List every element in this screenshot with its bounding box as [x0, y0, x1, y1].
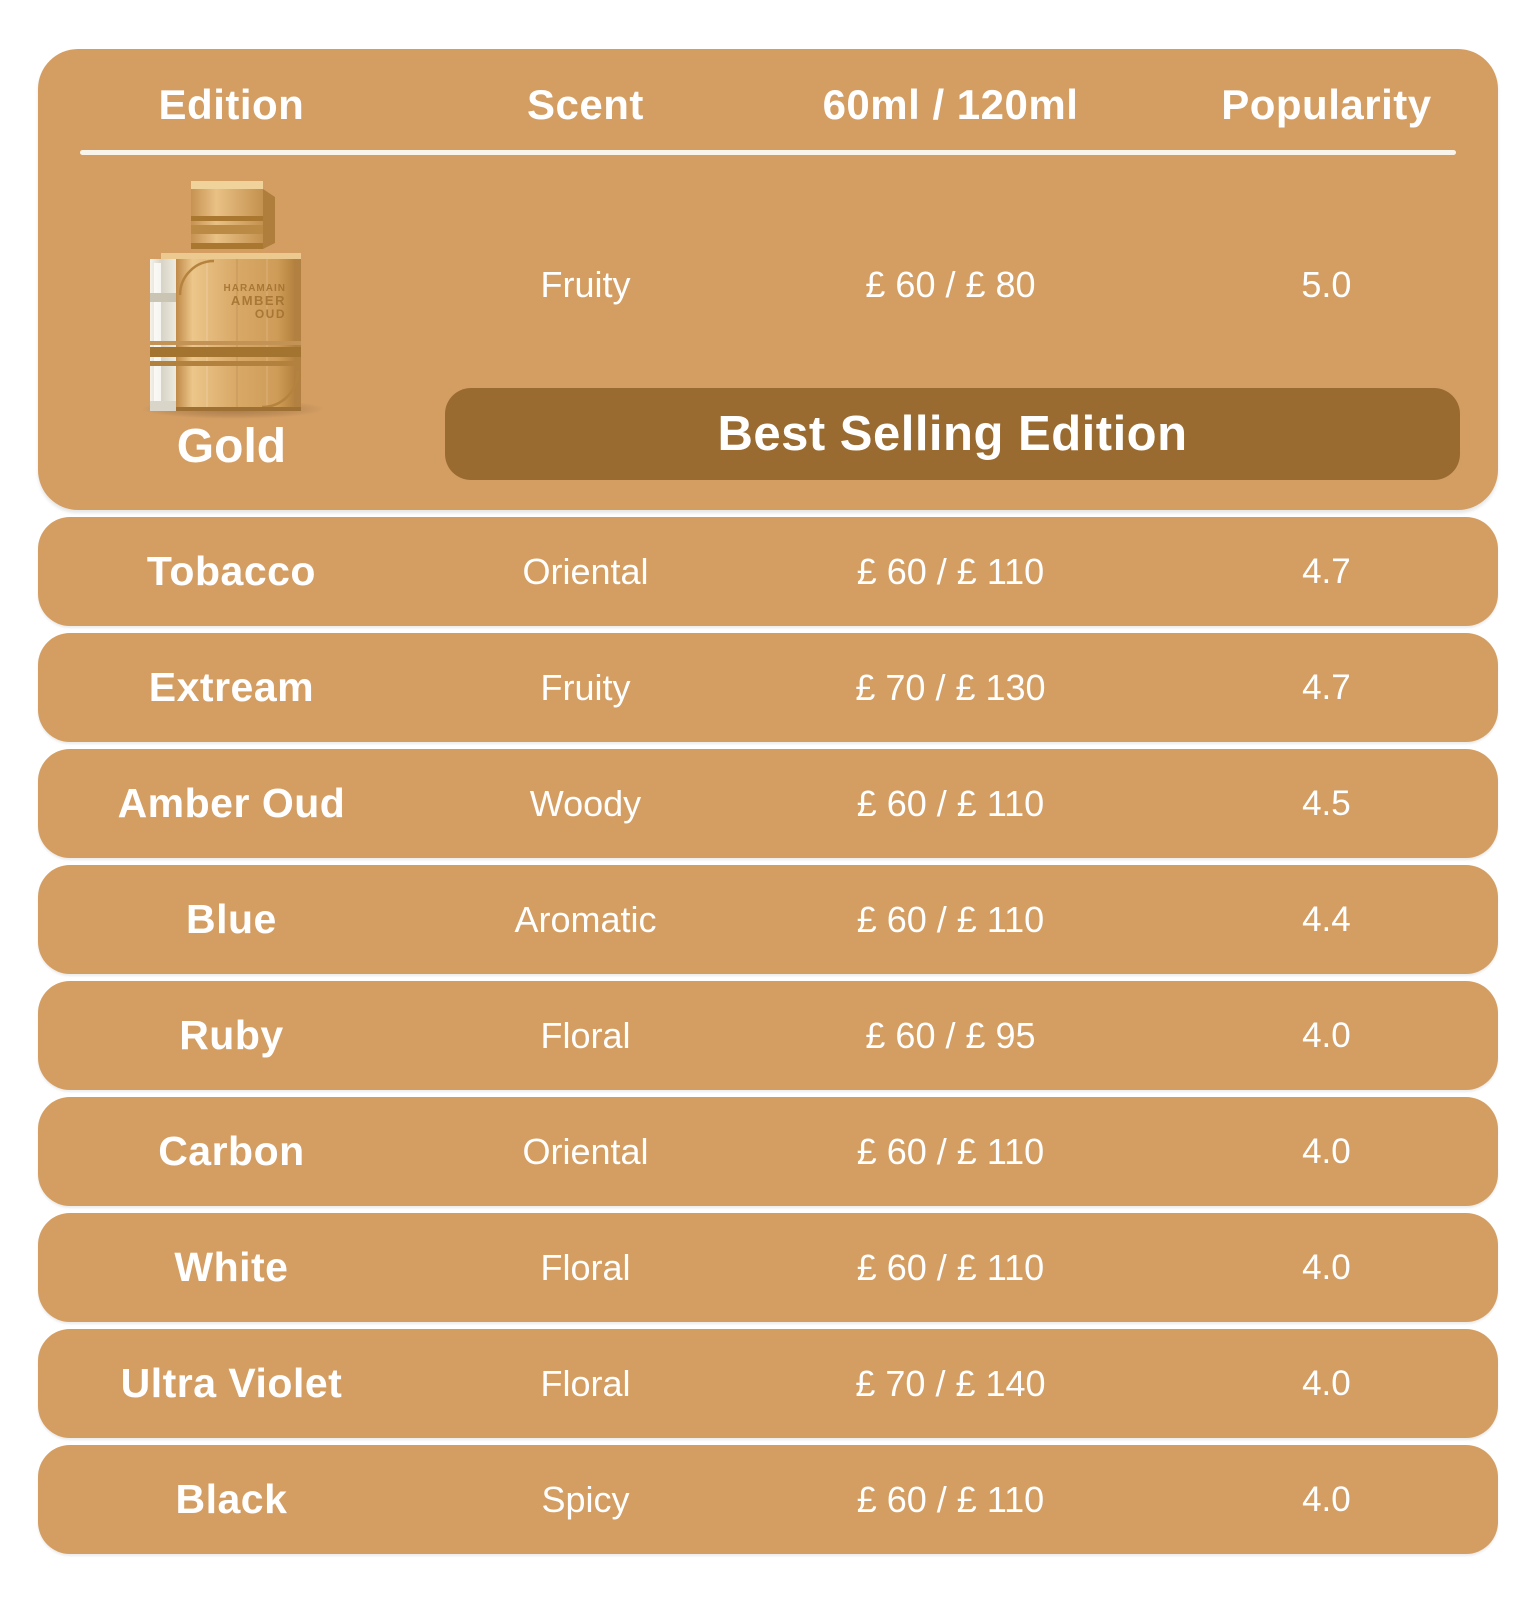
featured-values-row: Fruity £ 60 / £ 80 5.0 — [38, 253, 1498, 317]
bottle-cap — [191, 181, 276, 249]
svg-text:AMBER: AMBER — [231, 293, 286, 308]
edition-row-carbon: Carbon Oriental £ 60 / £ 110 4.0 — [38, 1097, 1498, 1206]
column-header-sizes: 60ml / 120ml — [822, 81, 1079, 128]
edition-row-ultra-violet: Ultra Violet Floral £ 70 / £ 140 4.0 — [38, 1329, 1498, 1438]
perfume-bottle-image: HARAMAIN AMBER OUD — [141, 181, 326, 419]
featured-scent: Fruity — [540, 264, 631, 305]
popularity-cell: 4.4 — [1302, 899, 1351, 939]
table-header-row: Edition Scent 60ml / 120ml Popularity — [38, 73, 1498, 137]
featured-edition-name: Gold — [176, 420, 287, 473]
best-selling-banner: Best Selling Edition — [445, 388, 1460, 480]
popularity-cell: 4.0 — [1302, 1247, 1351, 1287]
edition-row-blue: Blue Aromatic £ 60 / £ 110 4.4 — [38, 865, 1498, 974]
popularity-cell: 4.0 — [1302, 1131, 1351, 1171]
price-cell: £ 60 / £ 110 — [856, 782, 1045, 824]
scent-cell: Aromatic — [514, 898, 657, 940]
popularity-cell: 4.5 — [1302, 783, 1351, 823]
price-cell: £ 60 / £ 110 — [856, 1130, 1045, 1172]
edition-name: Blue — [186, 896, 277, 942]
price-cell: £ 70 / £ 130 — [855, 666, 1046, 708]
popularity-cell: 4.7 — [1302, 551, 1351, 591]
scent-cell: Floral — [540, 1362, 631, 1404]
best-selling-banner-label: Best Selling Edition — [717, 407, 1188, 461]
edition-rows: Tobacco Oriental £ 60 / £ 110 4.7 Extrea… — [38, 517, 1498, 1561]
popularity-cell: 4.7 — [1302, 667, 1351, 707]
price-cell: £ 70 / £ 140 — [855, 1362, 1046, 1404]
popularity-cell: 4.0 — [1302, 1479, 1351, 1519]
column-header-scent: Scent — [527, 81, 644, 128]
edition-name: Ruby — [179, 1012, 284, 1058]
edition-row-white: White Floral £ 60 / £ 110 4.0 — [38, 1213, 1498, 1322]
scent-cell: Floral — [540, 1014, 631, 1056]
bottle-body: HARAMAIN AMBER OUD — [150, 253, 302, 411]
edition-name: Ultra Violet — [120, 1360, 343, 1406]
price-cell: £ 60 / £ 110 — [856, 898, 1045, 940]
column-header-popularity: Popularity — [1221, 81, 1432, 128]
edition-name: Extream — [148, 664, 315, 710]
svg-text:OUD: OUD — [255, 307, 286, 321]
bottle-brand-text: HARAMAIN AMBER OUD — [224, 283, 286, 321]
edition-row-black: Black Spicy £ 60 / £ 110 4.0 — [38, 1445, 1498, 1554]
scent-cell: Oriental — [522, 550, 649, 592]
edition-name: Tobacco — [146, 548, 316, 594]
edition-name: Black — [175, 1476, 288, 1522]
popularity-cell: 4.0 — [1302, 1363, 1351, 1403]
popularity-cell: 4.0 — [1302, 1015, 1351, 1055]
edition-row-ruby: Ruby Floral £ 60 / £ 95 4.0 — [38, 981, 1498, 1090]
edition-name: Carbon — [158, 1128, 305, 1174]
featured-edition-cell: HARAMAIN AMBER OUD Gold — [38, 175, 425, 472]
svg-text:HARAMAIN: HARAMAIN — [224, 283, 286, 294]
edition-row-extream: Extream Fruity £ 70 / £ 130 4.7 — [38, 633, 1498, 742]
edition-row-tobacco: Tobacco Oriental £ 60 / £ 110 4.7 — [38, 517, 1498, 626]
edition-name: White — [174, 1244, 289, 1290]
header-divider — [80, 150, 1456, 155]
scent-cell: Spicy — [541, 1478, 630, 1520]
featured-popularity: 5.0 — [1301, 264, 1352, 305]
scent-cell: Fruity — [540, 666, 631, 708]
price-cell: £ 60 / £ 95 — [865, 1014, 1036, 1056]
price-cell: £ 60 / £ 110 — [856, 550, 1045, 592]
scent-cell: Woody — [529, 782, 642, 824]
featured-price: £ 60 / £ 80 — [865, 264, 1036, 305]
scent-cell: Oriental — [522, 1130, 649, 1172]
featured-edition-card: Edition Scent 60ml / 120ml Popularity — [38, 49, 1498, 510]
price-cell: £ 60 / £ 110 — [856, 1478, 1045, 1520]
edition-name: Amber Oud — [117, 780, 346, 826]
edition-row-amber-oud: Amber Oud Woody £ 60 / £ 110 4.5 — [38, 749, 1498, 858]
scent-cell: Floral — [540, 1246, 631, 1288]
price-cell: £ 60 / £ 110 — [856, 1246, 1045, 1288]
column-header-edition: Edition — [158, 81, 305, 128]
bottle-stripes — [150, 341, 302, 366]
